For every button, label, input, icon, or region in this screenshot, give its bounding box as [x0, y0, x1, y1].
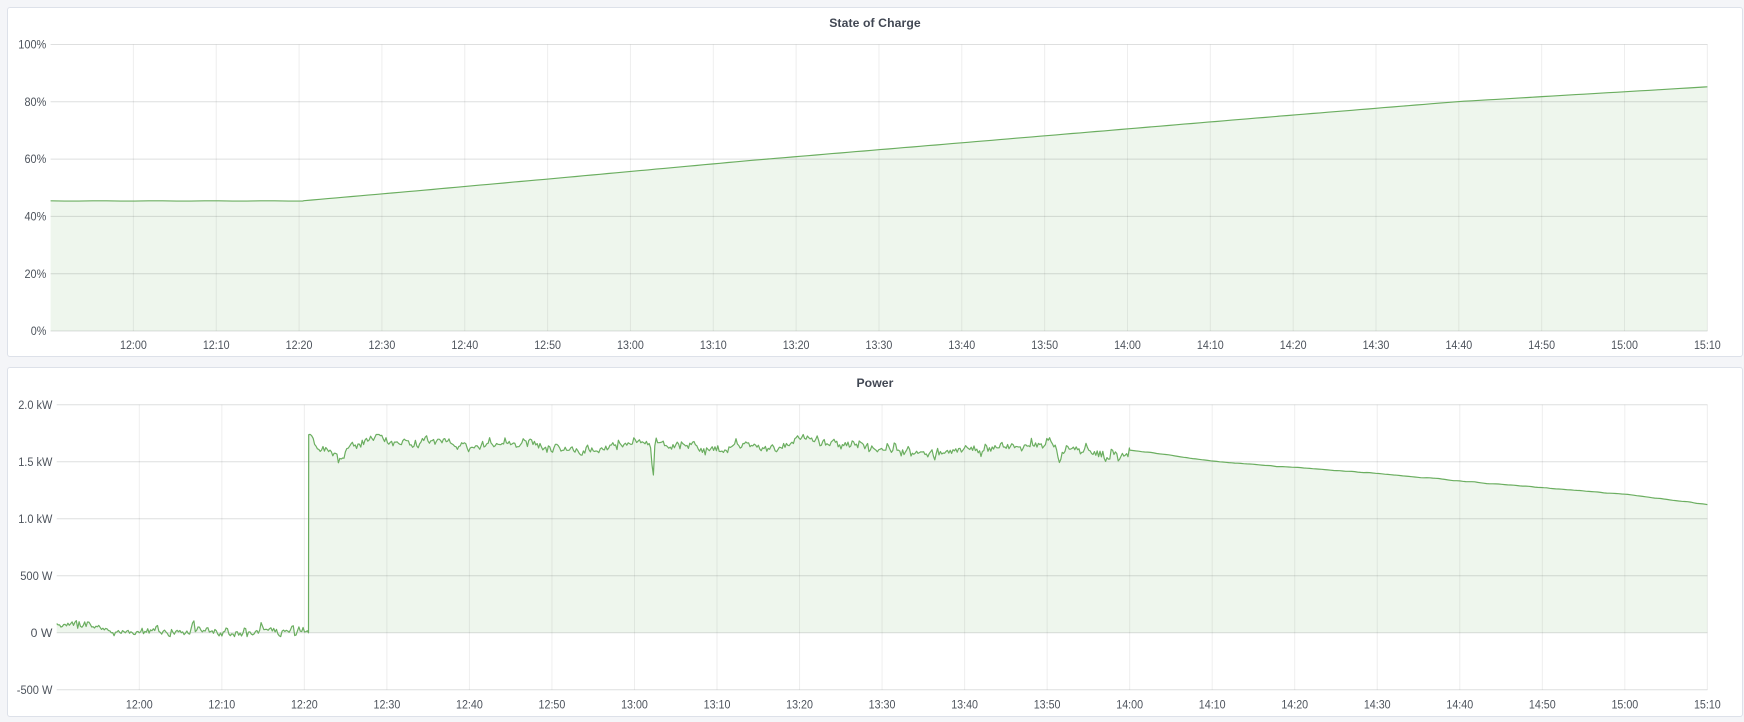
- svg-text:13:00: 13:00: [617, 340, 644, 352]
- svg-text:13:20: 13:20: [786, 699, 813, 711]
- svg-text:20%: 20%: [25, 269, 47, 281]
- svg-text:1.0 kW: 1.0 kW: [18, 514, 52, 526]
- svg-text:0%: 0%: [31, 326, 47, 338]
- svg-text:12:10: 12:10: [208, 699, 235, 711]
- svg-text:13:50: 13:50: [1034, 699, 1061, 711]
- svg-text:500 W: 500 W: [20, 571, 52, 583]
- svg-text:13:40: 13:40: [951, 699, 978, 711]
- svg-text:-500 W: -500 W: [17, 685, 53, 697]
- svg-text:14:10: 14:10: [1197, 340, 1224, 352]
- svg-text:15:10: 15:10: [1694, 699, 1721, 711]
- svg-text:14:50: 14:50: [1528, 340, 1555, 352]
- svg-text:12:00: 12:00: [126, 699, 153, 711]
- svg-text:13:40: 13:40: [948, 340, 975, 352]
- svg-text:15:10: 15:10: [1694, 340, 1721, 352]
- svg-text:40%: 40%: [25, 212, 47, 224]
- svg-text:13:30: 13:30: [869, 699, 896, 711]
- svg-text:12:00: 12:00: [120, 340, 147, 352]
- svg-text:14:00: 14:00: [1114, 340, 1141, 352]
- svg-text:12:20: 12:20: [291, 699, 318, 711]
- svg-text:14:10: 14:10: [1199, 699, 1226, 711]
- svg-text:14:40: 14:40: [1446, 699, 1473, 711]
- svg-text:13:10: 13:10: [704, 699, 731, 711]
- svg-text:0 W: 0 W: [31, 628, 53, 640]
- svg-text:80%: 80%: [25, 97, 47, 109]
- svg-text:12:30: 12:30: [369, 340, 396, 352]
- svg-text:14:20: 14:20: [1280, 340, 1307, 352]
- svg-text:12:50: 12:50: [539, 699, 566, 711]
- svg-text:14:40: 14:40: [1445, 340, 1472, 352]
- svg-text:12:40: 12:40: [451, 340, 478, 352]
- svg-text:14:50: 14:50: [1529, 699, 1556, 711]
- svg-text:12:50: 12:50: [534, 340, 561, 352]
- svg-text:14:30: 14:30: [1364, 699, 1391, 711]
- svg-text:13:20: 13:20: [783, 340, 810, 352]
- svg-text:1.5 kW: 1.5 kW: [18, 457, 52, 469]
- svg-text:12:20: 12:20: [286, 340, 313, 352]
- svg-text:100%: 100%: [18, 40, 46, 52]
- svg-text:14:20: 14:20: [1281, 699, 1308, 711]
- svg-text:14:30: 14:30: [1363, 340, 1390, 352]
- svg-text:13:30: 13:30: [866, 340, 893, 352]
- svg-text:12:10: 12:10: [203, 340, 230, 352]
- svg-text:12:30: 12:30: [373, 699, 400, 711]
- svg-text:14:00: 14:00: [1116, 699, 1143, 711]
- svg-text:15:00: 15:00: [1611, 699, 1638, 711]
- svg-text:13:50: 13:50: [1031, 340, 1058, 352]
- svg-text:12:40: 12:40: [456, 699, 483, 711]
- svg-text:15:00: 15:00: [1611, 340, 1638, 352]
- svg-text:2.0 kW: 2.0 kW: [18, 400, 52, 412]
- svg-text:60%: 60%: [25, 154, 47, 166]
- svg-text:13:00: 13:00: [621, 699, 648, 711]
- svg-text:13:10: 13:10: [700, 340, 727, 352]
